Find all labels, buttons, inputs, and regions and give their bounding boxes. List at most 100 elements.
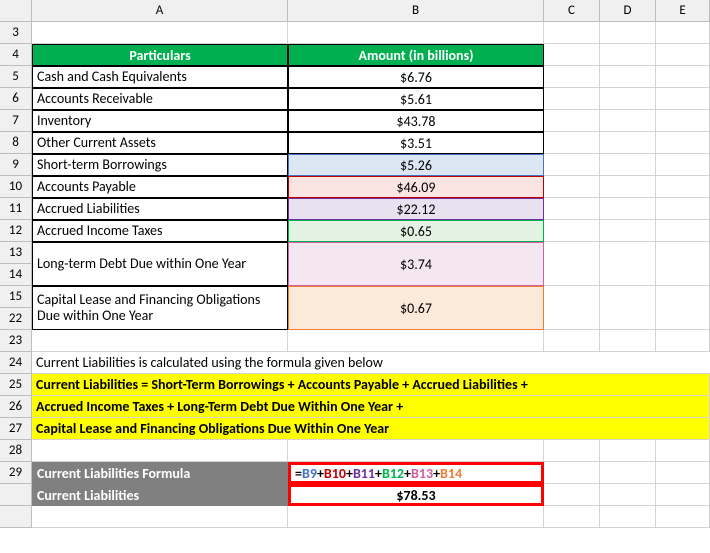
row-header-undefined[interactable] [0,484,32,506]
table-row-value: $3.74 [288,242,544,286]
formula-token: + [317,465,324,482]
row-header-3[interactable]: 3 [0,22,32,44]
blank-cell [544,154,600,176]
blank-cell [600,462,656,484]
row-header-27[interactable]: 27 [0,418,32,440]
blank-cell [656,242,710,286]
row-header-undefined[interactable] [0,506,32,528]
blank-cell [288,22,544,44]
col-header-C[interactable]: C [544,0,600,22]
blank-cell [544,462,600,484]
row-header-26[interactable]: 26 [0,396,32,418]
row-header-22[interactable]: 22 [0,308,32,330]
result-formula-cell[interactable]: =B9+B10+B11+B12+B13+B14 [288,462,544,484]
blank-cell [32,506,288,528]
col-header-E[interactable]: E [656,0,710,22]
blank-cell [600,506,656,528]
row-header-29[interactable]: 29 [0,462,32,484]
table-row-label: Accounts Payable [32,176,288,198]
blank-cell [656,484,710,506]
blank-cell [600,154,656,176]
row-header-12[interactable]: 12 [0,220,32,242]
row-header-13[interactable]: 13 [0,242,32,264]
blank-cell [600,22,656,44]
table-row-value: $0.67 [288,286,544,330]
row-header-11[interactable]: 11 [0,198,32,220]
blank-cell [544,330,600,352]
table-row-value: $5.61 [288,88,544,110]
table-header-particulars: Particulars [32,44,288,66]
blank-cell [32,22,288,44]
blank-cell [600,88,656,110]
blank-cell [288,506,544,528]
table-row-label: Inventory [32,110,288,132]
blank-cell [32,330,288,352]
formula-line: Accrued Income Taxes + Long-Term Debt Du… [32,396,710,418]
formula-token: + [433,465,440,482]
blank-cell [656,66,710,88]
row-header-14[interactable]: 14 [0,264,32,286]
blank-cell [656,220,710,242]
blank-cell [656,44,710,66]
table-row-label: Capital Lease and Financing Obligations … [32,286,288,330]
table-row-label: Accrued Income Taxes [32,220,288,242]
formula-token: B12 [382,465,404,482]
blank-cell [656,176,710,198]
blank-cell [544,286,600,330]
blank-cell [544,66,600,88]
row-header-6[interactable]: 6 [0,88,32,110]
row-header-28[interactable]: 28 [0,440,32,462]
row-header-9[interactable]: 9 [0,154,32,176]
blank-cell [544,242,600,286]
blank-cell [544,506,600,528]
row-header-7[interactable]: 7 [0,110,32,132]
row-header-10[interactable]: 10 [0,176,32,198]
col-header-B[interactable]: B [288,0,544,22]
formula-token: B9 [302,465,317,482]
blank-cell [544,484,600,506]
blank-cell [600,110,656,132]
col-header-D[interactable]: D [600,0,656,22]
row-header-23[interactable]: 23 [0,330,32,352]
blank-cell [544,110,600,132]
row-header-15[interactable]: 15 [0,286,32,308]
explain-text: Current Liabilities is calculated using … [32,352,710,374]
blank-cell [600,176,656,198]
table-row-label: Accounts Receivable [32,88,288,110]
result-value-cell: $78.53 [288,484,544,506]
formula-token: = [295,465,302,482]
blank-cell [656,154,710,176]
table-header-amount: Amount (in billions) [288,44,544,66]
blank-cell [544,198,600,220]
blank-cell [544,22,600,44]
table-row-value: $43.78 [288,110,544,132]
table-row-value: $0.65 [288,220,544,242]
formula-token: B13 [411,465,433,482]
row-header-25[interactable]: 25 [0,374,32,396]
col-header-A[interactable]: A [32,0,288,22]
table-row-label: Accrued Liabilities [32,198,288,220]
row-header-4[interactable]: 4 [0,44,32,66]
blank-cell [600,132,656,154]
blank-cell [600,286,656,330]
blank-cell [656,198,710,220]
blank-cell [656,110,710,132]
table-row-value: $6.76 [288,66,544,88]
formula-token: B11 [353,465,375,482]
row-header-5[interactable]: 5 [0,66,32,88]
blank-cell [288,440,544,462]
formula-token: + [346,465,353,482]
blank-cell [656,286,710,330]
blank-cell [544,88,600,110]
blank-cell [600,198,656,220]
blank-cell [600,66,656,88]
row-header-8[interactable]: 8 [0,132,32,154]
row-header-24[interactable]: 24 [0,352,32,374]
blank-cell [656,506,710,528]
table-row-value: $22.12 [288,198,544,220]
blank-cell [600,330,656,352]
result-formula-label: Current Liabilities Formula [32,462,288,484]
formula-token: B14 [440,465,462,482]
table-row-label: Long-term Debt Due within One Year [32,242,288,286]
select-all-corner[interactable] [0,0,32,22]
